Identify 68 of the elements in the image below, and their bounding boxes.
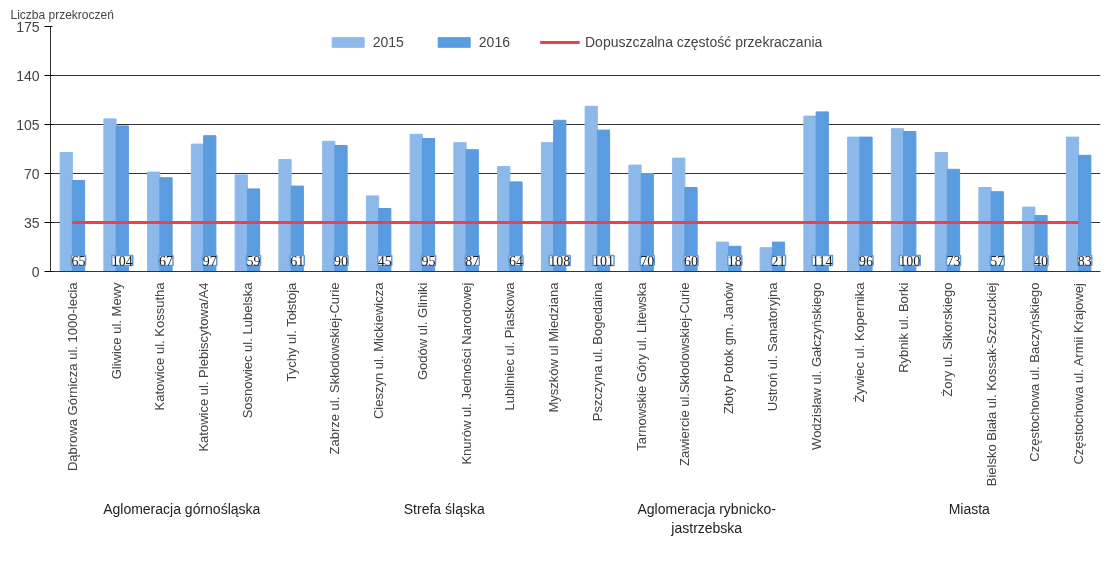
data-label: 57 bbox=[990, 253, 1005, 269]
data-label: 65 bbox=[71, 253, 86, 269]
x-tick-label: Myszków ul Miedziana bbox=[546, 281, 562, 413]
data-label: 61 bbox=[290, 253, 305, 269]
text: Miasta bbox=[948, 500, 991, 517]
data-label: 59 bbox=[246, 253, 261, 269]
bar bbox=[1078, 154, 1092, 272]
data-label: 100 bbox=[899, 253, 921, 269]
text: Strefa śląska bbox=[403, 500, 485, 517]
data-label: 70 bbox=[640, 253, 655, 269]
x-tick-label: Częstochowa ul. Baczyńskiego bbox=[1027, 282, 1043, 462]
x-tick-label: Gliwice ul. Mewy bbox=[108, 282, 124, 380]
bar bbox=[859, 136, 873, 272]
x-tick-label: Knurów ul. Jedności Narodowej bbox=[458, 282, 474, 465]
x-tick-label: Lubliniec ul. Piaskowa bbox=[502, 281, 518, 411]
data-label: 45 bbox=[377, 253, 392, 269]
y-tick-label: 105 bbox=[16, 116, 40, 133]
x-tick-label: Godów ul. Gliniki bbox=[414, 282, 430, 381]
bar bbox=[715, 241, 730, 272]
x-tick-label: Złoty Potok gm. Janów bbox=[721, 281, 737, 414]
x-tick-label: Wodzisław ul. Gałczyńskiego bbox=[808, 282, 824, 450]
data-label: 83 bbox=[1077, 253, 1092, 269]
data-label: 64 bbox=[509, 253, 523, 269]
data-label: 90 bbox=[334, 253, 348, 269]
data-label: 21 bbox=[771, 253, 786, 269]
x-tick-label: Żory ul. Sikorskiego bbox=[939, 282, 955, 397]
data-label: 96 bbox=[859, 253, 873, 269]
text: Aglomeracja rybnicko-jastrzebska bbox=[637, 500, 777, 536]
y-tick-label: 0 bbox=[31, 263, 40, 280]
y-tick-label: 140 bbox=[16, 67, 40, 84]
bar bbox=[59, 152, 73, 272]
data-label: 67 bbox=[159, 253, 173, 269]
x-tick-label: Cieszyn ul. Mickiewicza bbox=[371, 281, 387, 420]
text: Aglomeracja górnośląska bbox=[103, 500, 261, 517]
x-tick-label: Pszczyna ul. Bogedaina bbox=[589, 281, 605, 422]
legend-label: 2016 bbox=[478, 34, 510, 50]
bar bbox=[934, 152, 948, 272]
data-label: 101 bbox=[593, 253, 614, 269]
y-tick-label: 70 bbox=[23, 165, 40, 182]
bar bbox=[334, 145, 348, 272]
x-tick-label: Katowice ul. Kossutha bbox=[152, 281, 168, 411]
bar bbox=[465, 149, 479, 272]
x-tick-label: Tychy ul. Tołstoja bbox=[283, 281, 299, 382]
x-tick-label: Bielsko Biała ul. Kossak-Szczuckiej bbox=[983, 282, 999, 487]
x-tick-label: Żywiec ul. Kopernika bbox=[852, 281, 868, 403]
bar bbox=[203, 135, 217, 272]
x-tick-label: Zawiercie ul.Skłodowskiej-Curie bbox=[677, 282, 693, 466]
data-label: 108 bbox=[549, 253, 571, 269]
x-tick-label: Częstochowa ul. Armii Krajowej bbox=[1071, 283, 1087, 465]
data-label: 60 bbox=[684, 253, 698, 269]
x-tick-label: Zabrze ul. Skłodowskiej-Curie bbox=[327, 282, 343, 455]
legend-label: Dopuszczalna częstość przekraczania bbox=[584, 34, 823, 50]
x-tick-label: Rybnik ul. Borki bbox=[896, 282, 912, 373]
x-tick-label: Katowice ul. Plebiscytowa/A4 bbox=[196, 282, 212, 452]
x-tick-label: Sosnowiec ul. Lubelska bbox=[239, 281, 255, 419]
legend-label: 2015 bbox=[372, 34, 404, 50]
bar bbox=[234, 174, 248, 272]
data-label: 73 bbox=[946, 253, 961, 269]
x-tick-label: Dąbrowa Górnicza ul. 1000-lecia bbox=[64, 281, 80, 472]
data-label: 95 bbox=[421, 253, 436, 269]
x-tick-label: Tarnowskie Góry ul. Litewska bbox=[633, 281, 649, 451]
bar bbox=[672, 157, 686, 272]
x-tick-label: Ustroń ul. Sanatoryjna bbox=[764, 281, 780, 412]
data-label: 40 bbox=[1034, 253, 1048, 269]
bar bbox=[278, 159, 292, 272]
y-tick-label: 35 bbox=[23, 214, 40, 231]
bar bbox=[759, 247, 773, 272]
bar bbox=[409, 133, 423, 272]
